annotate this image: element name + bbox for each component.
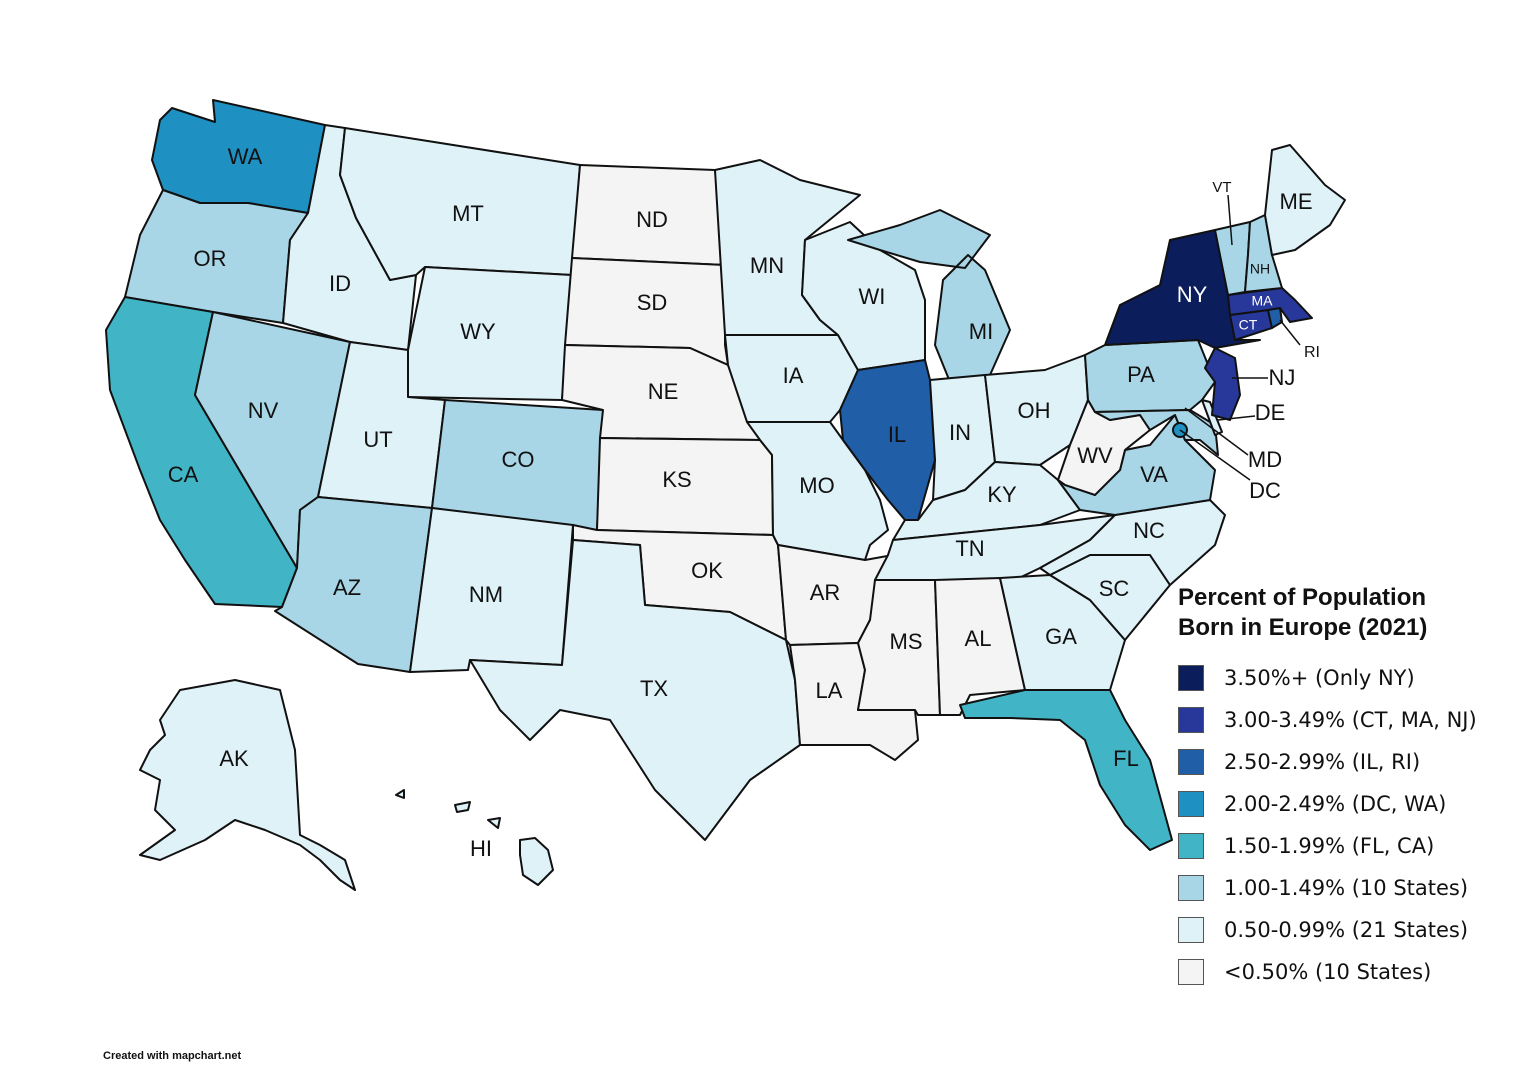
label-vt: VT [1212, 179, 1231, 196]
label-ia: IA [783, 363, 804, 388]
state-mi [847, 209, 1011, 383]
label-az: AZ [333, 575, 361, 600]
credit-text: Created with mapchart.net [103, 1050, 242, 1062]
label-il: IL [888, 422, 906, 447]
label-ct: CT [1239, 317, 1258, 333]
legend-swatch [1178, 959, 1204, 985]
legend-swatch [1178, 665, 1204, 691]
legend-swatch [1178, 917, 1204, 943]
ri-leader [1279, 319, 1301, 346]
label-de: DE [1255, 400, 1286, 425]
label-ks: KS [662, 467, 691, 492]
legend-item: 2.50-2.99% (IL, RI) [1178, 741, 1523, 783]
state-tx [469, 539, 801, 841]
label-wi: WI [859, 284, 886, 309]
state-ma [1227, 287, 1313, 323]
label-mi: MI [969, 319, 993, 344]
label-ma: MA [1252, 293, 1274, 309]
label-ms: MS [890, 629, 923, 654]
label-id: ID [329, 271, 351, 296]
legend-item: 1.50-1.99% (FL, CA) [1178, 825, 1523, 867]
label-nm: NM [469, 582, 503, 607]
state-de [1201, 399, 1223, 436]
de-leader [1217, 415, 1256, 421]
label-ri: RI [1304, 344, 1320, 361]
label-ca: CA [168, 462, 199, 487]
legend-label: 1.50-1.99% (FL, CA) [1224, 834, 1435, 858]
legend-item: 0.50-0.99% (21 States) [1178, 909, 1523, 951]
label-wv: WV [1077, 443, 1113, 468]
legend-swatch [1178, 833, 1204, 859]
legend: Percent of Population Born in Europe (20… [1178, 583, 1523, 993]
label-oh: OH [1018, 398, 1051, 423]
legend-swatch [1178, 875, 1204, 901]
state-md [1094, 409, 1219, 456]
legend-swatch [1178, 707, 1204, 733]
state-me [1264, 144, 1346, 256]
state-hi [395, 789, 554, 886]
legend-label: 3.00-3.49% (CT, MA, NJ) [1224, 708, 1477, 732]
label-or: OR [194, 246, 227, 271]
vt-leader [1227, 194, 1233, 246]
label-md: MD [1248, 447, 1282, 472]
label-ky: KY [987, 482, 1017, 507]
label-hi: HI [470, 836, 492, 861]
state-wy [407, 266, 573, 401]
label-ok: OK [691, 558, 723, 583]
label-ny: NY [1177, 282, 1208, 307]
label-fl: FL [1113, 746, 1139, 771]
legend-item: 3.00-3.49% (CT, MA, NJ) [1178, 699, 1523, 741]
label-mo: MO [799, 473, 834, 498]
label-al: AL [965, 626, 992, 651]
label-tn: TN [955, 536, 984, 561]
label-ga: GA [1045, 624, 1077, 649]
legend-item: 3.50%+ (Only NY) [1178, 657, 1523, 699]
legend-swatch [1178, 749, 1204, 775]
label-sc: SC [1099, 576, 1130, 601]
label-dc: DC [1249, 478, 1281, 503]
legend-label: 2.50-2.99% (IL, RI) [1224, 750, 1421, 774]
legend-item: 1.00-1.49% (10 States) [1178, 867, 1523, 909]
legend-label: 2.00-2.49% (DC, WA) [1224, 792, 1447, 816]
dc-leader [1179, 429, 1251, 481]
label-ak: AK [219, 746, 249, 771]
state-fl [959, 689, 1173, 851]
label-nc: NC [1133, 518, 1165, 543]
label-mt: MT [452, 201, 484, 226]
legend-swatch [1178, 791, 1204, 817]
label-nd: ND [636, 207, 668, 232]
label-nj: NJ [1269, 365, 1296, 390]
label-wa: WA [228, 144, 263, 169]
label-nv: NV [248, 398, 279, 423]
label-sd: SD [637, 290, 668, 315]
legend-label: 1.00-1.49% (10 States) [1224, 876, 1469, 900]
legend-label: 0.50-0.99% (21 States) [1224, 918, 1469, 942]
legend-title: Percent of Population Born in Europe (20… [1178, 583, 1523, 643]
state-nj [1204, 347, 1241, 421]
label-nh: NH [1250, 261, 1270, 277]
label-me: ME [1280, 189, 1313, 214]
label-mn: MN [750, 253, 784, 278]
legend-label: <0.50% (10 States) [1224, 960, 1432, 984]
state-ak [139, 679, 356, 891]
label-ne: NE [648, 379, 679, 404]
label-wy: WY [460, 319, 496, 344]
label-co: CO [502, 447, 535, 472]
md-leader [1184, 407, 1249, 456]
label-ut: UT [363, 427, 392, 452]
label-va: VA [1140, 462, 1168, 487]
label-in: IN [949, 420, 971, 445]
label-la: LA [816, 678, 843, 703]
label-tx: TX [640, 676, 668, 701]
legend-item: <0.50% (10 States) [1178, 951, 1523, 993]
legend-item: 2.00-2.49% (DC, WA) [1178, 783, 1523, 825]
label-pa: PA [1127, 362, 1155, 387]
legend-title-line2: Born in Europe (2021) [1178, 614, 1428, 641]
legend-title-line1: Percent of Population [1178, 584, 1427, 611]
state-nc [1039, 499, 1226, 586]
legend-label: 3.50%+ (Only NY) [1224, 666, 1415, 690]
label-ar: AR [810, 580, 841, 605]
